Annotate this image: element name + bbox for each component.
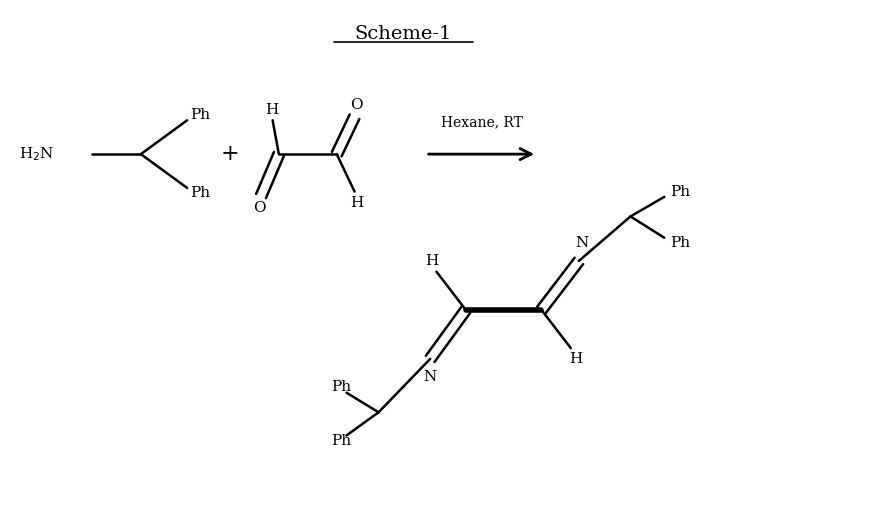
Text: H: H — [426, 254, 439, 268]
Text: H: H — [265, 103, 279, 116]
Text: +: + — [220, 143, 239, 165]
Text: Ph: Ph — [669, 185, 690, 199]
Text: Ph: Ph — [669, 236, 690, 250]
Text: Scheme-1: Scheme-1 — [355, 25, 452, 43]
Text: Ph: Ph — [190, 186, 210, 200]
Text: Ph: Ph — [190, 108, 210, 122]
Text: Hexane, RT: Hexane, RT — [441, 115, 522, 129]
Text: H: H — [349, 196, 363, 210]
Text: H: H — [569, 352, 582, 366]
Text: N: N — [575, 236, 588, 250]
Text: N: N — [424, 370, 437, 384]
Text: H$_2$N: H$_2$N — [19, 145, 55, 163]
Text: O: O — [350, 98, 363, 112]
Text: Ph: Ph — [332, 434, 351, 448]
Text: O: O — [253, 201, 265, 214]
Text: Ph: Ph — [332, 380, 351, 394]
